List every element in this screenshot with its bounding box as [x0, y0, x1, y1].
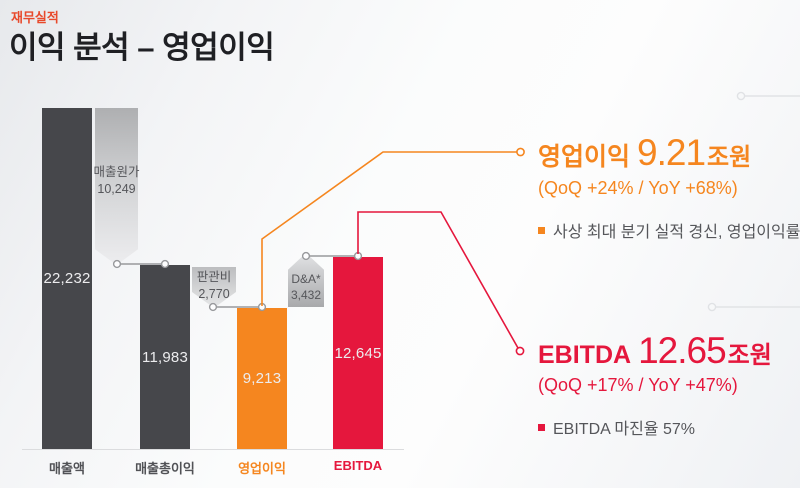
callout-ebitda-label: EBITDA	[538, 341, 632, 369]
bar-revenue-value: 22,232	[43, 270, 91, 287]
bullet-square-icon	[538, 226, 545, 234]
bar-revenue: 22,232	[42, 108, 92, 449]
callout-op-bullet-text: 사상 최대 분기 실적 경신, 영업이익률 41%	[553, 224, 800, 241]
bridge-sga-arrow: 판관비 2,770	[192, 267, 236, 308]
operating-profit-connector-dot	[516, 147, 525, 157]
bar-ebitda: 12,645	[333, 257, 383, 449]
bridge-cogs-label: 매출원가	[93, 165, 140, 179]
section-eyebrow: 재무실적	[11, 10, 59, 25]
callout-op-value: 9.21	[637, 132, 706, 173]
bridge-cogs-value: 10,249	[97, 181, 136, 196]
callout-op-unit: 조원	[707, 144, 752, 171]
x-label-ebitda: EBITDA	[333, 458, 383, 473]
bridge-da-arrow: D&A* 3,432	[288, 253, 324, 307]
callout-op-label: 영업이익	[538, 143, 631, 171]
bar-gross-profit-value: 11,983	[142, 348, 188, 366]
x-label-gross-profit: 매출총이익	[135, 461, 195, 476]
bridge-sga-label: 판관비	[196, 270, 232, 284]
x-label-revenue: 매출액	[49, 461, 85, 476]
callout-ebitda: EBITDA 12.65 조원 (QoQ +17% / YoY +47%) EB…	[538, 332, 772, 439]
down-arrow-shape	[95, 108, 138, 265]
bridge-cogs-arrow: 매출원가 10,249	[93, 108, 140, 265]
callout-ebitda-unit: 조원	[727, 342, 772, 369]
bar-gross-profit: 11,983	[140, 265, 190, 449]
x-label-operating-profit: 영업이익	[238, 461, 286, 476]
callout-operating-profit: 영업이익 9.21 조원 (QoQ +24% / YoY +68%) 사상 최대…	[538, 134, 800, 242]
bar-ebitda-value: 12,645	[334, 344, 382, 362]
page-title: 이익 분석 – 영업이익	[9, 30, 275, 65]
bridge-sga-value: 2,770	[198, 286, 230, 301]
bar-operating-profit-value: 9,213	[242, 370, 282, 387]
x-axis-line	[22, 449, 404, 450]
bullet-square-icon	[538, 423, 545, 431]
ebitda-connector-dot	[515, 346, 525, 356]
bridge-da-label: D&A*	[291, 272, 321, 286]
callout-ebitda-bullet-text: EBITDA 마진율 57%	[553, 421, 695, 438]
bridge-da-value: 3,432	[290, 287, 322, 302]
callout-ebitda-subtitle: (QoQ +17% / YoY +47%)	[538, 375, 738, 395]
callout-op-subtitle: (QoQ +24% / YoY +68%)	[538, 178, 738, 198]
bar-operating-profit: 9,213	[237, 308, 287, 449]
callout-ebitda-value: 12.65	[638, 330, 727, 371]
